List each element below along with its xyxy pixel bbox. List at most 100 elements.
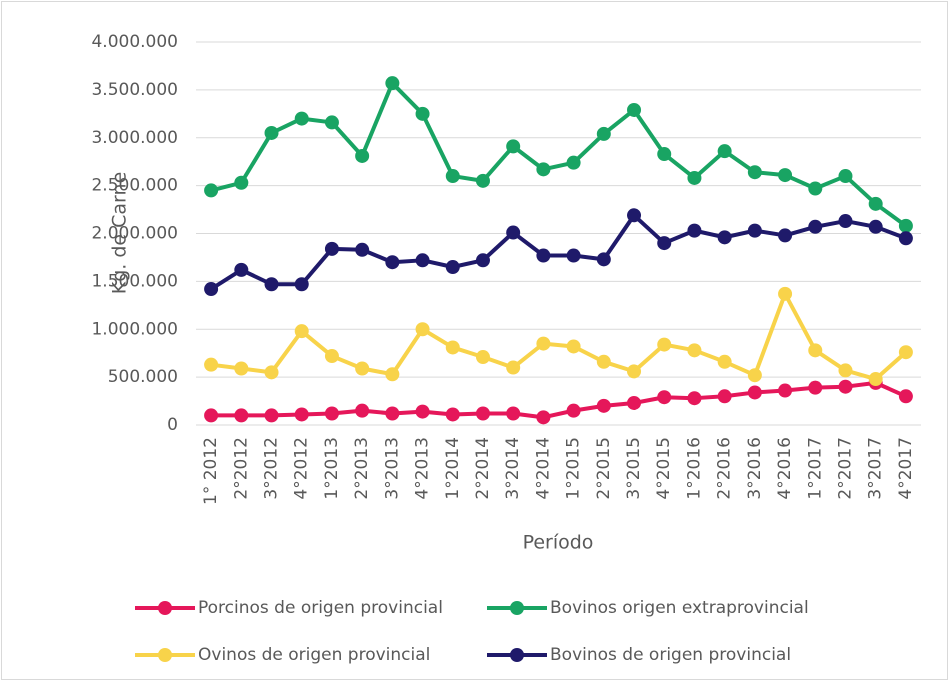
point [234,175,249,190]
point [627,208,642,223]
point [506,139,521,154]
point [475,350,490,365]
point [324,349,339,364]
x-tick-label: 3°2014 [503,437,523,500]
legend-marker [510,601,524,615]
point [747,223,762,238]
point [415,322,430,337]
point [294,111,309,126]
point [506,360,521,375]
point [536,336,551,351]
point [657,390,672,405]
x-tick-label: 2°2013 [352,437,372,500]
x-tick-label: 1°2013 [322,437,342,500]
x-tick-label: 2°2017 [835,437,855,500]
x-tick-label: 3°2015 [624,437,644,500]
point [808,181,823,196]
y-axis-label: Kg. de Carne [109,172,131,295]
x-tick-label: 4°2016 [775,437,795,500]
x-tick-label: 3°2013 [382,437,402,500]
point [566,339,581,354]
point [898,231,913,246]
point [808,343,823,358]
point [234,361,249,376]
y-tick-label: 0 [167,415,178,435]
point [445,340,460,355]
legend-marker [158,648,172,662]
point [385,367,400,382]
point [747,165,762,180]
point [506,225,521,240]
point [657,337,672,352]
point [566,403,581,418]
point [838,169,853,184]
legend-label: Ovinos de origen provincial [198,645,430,665]
y-tick-label: 3.000.000 [91,128,178,148]
point [717,354,732,369]
point [355,242,370,257]
point [778,228,793,243]
x-tick-label: 1°2016 [684,437,704,500]
point [204,408,219,423]
point [627,395,642,410]
y-tick-label: 1.000.000 [91,319,178,339]
point [808,380,823,395]
point [415,106,430,121]
point [868,196,883,211]
point [898,218,913,233]
point [385,76,400,91]
point [808,219,823,234]
point [264,277,279,292]
point [445,169,460,184]
x-tick-label: 3°2016 [745,437,765,500]
point [687,223,702,238]
point [294,407,309,422]
point [385,255,400,270]
point [355,361,370,376]
point [415,253,430,268]
x-tick-label: 2°2016 [715,437,735,500]
point [657,147,672,162]
point [868,219,883,234]
point [717,389,732,404]
point [536,162,551,177]
point [234,408,249,423]
x-tick-label: 4°2017 [896,437,916,500]
point [204,357,219,372]
point [204,282,219,297]
point [627,102,642,117]
point [445,260,460,275]
legend-marker [510,648,524,662]
point [506,406,521,421]
point [475,253,490,268]
point [234,262,249,277]
x-tick-label: 1°2014 [443,437,463,500]
point [294,277,309,292]
point [445,407,460,422]
point [838,379,853,394]
point [475,173,490,188]
x-tick-label: 2°2014 [473,437,493,500]
point [385,406,400,421]
point [355,148,370,163]
point [355,403,370,418]
point [687,391,702,406]
point [838,363,853,378]
legend-label: Bovinos de origen provincial [550,645,791,665]
y-tick-label: 2.000.000 [91,224,178,244]
x-tick-label: 1° 2012 [201,437,221,505]
point [687,170,702,185]
x-tick-label: 2°2015 [594,437,614,500]
y-tick-label: 1.500.000 [91,271,178,291]
point [627,364,642,379]
point [778,168,793,183]
point [717,230,732,245]
point [898,345,913,360]
x-tick-label: 4°2013 [413,437,433,500]
point [324,406,339,421]
point [687,343,702,358]
point [475,406,490,421]
point [264,408,279,423]
point [264,365,279,380]
